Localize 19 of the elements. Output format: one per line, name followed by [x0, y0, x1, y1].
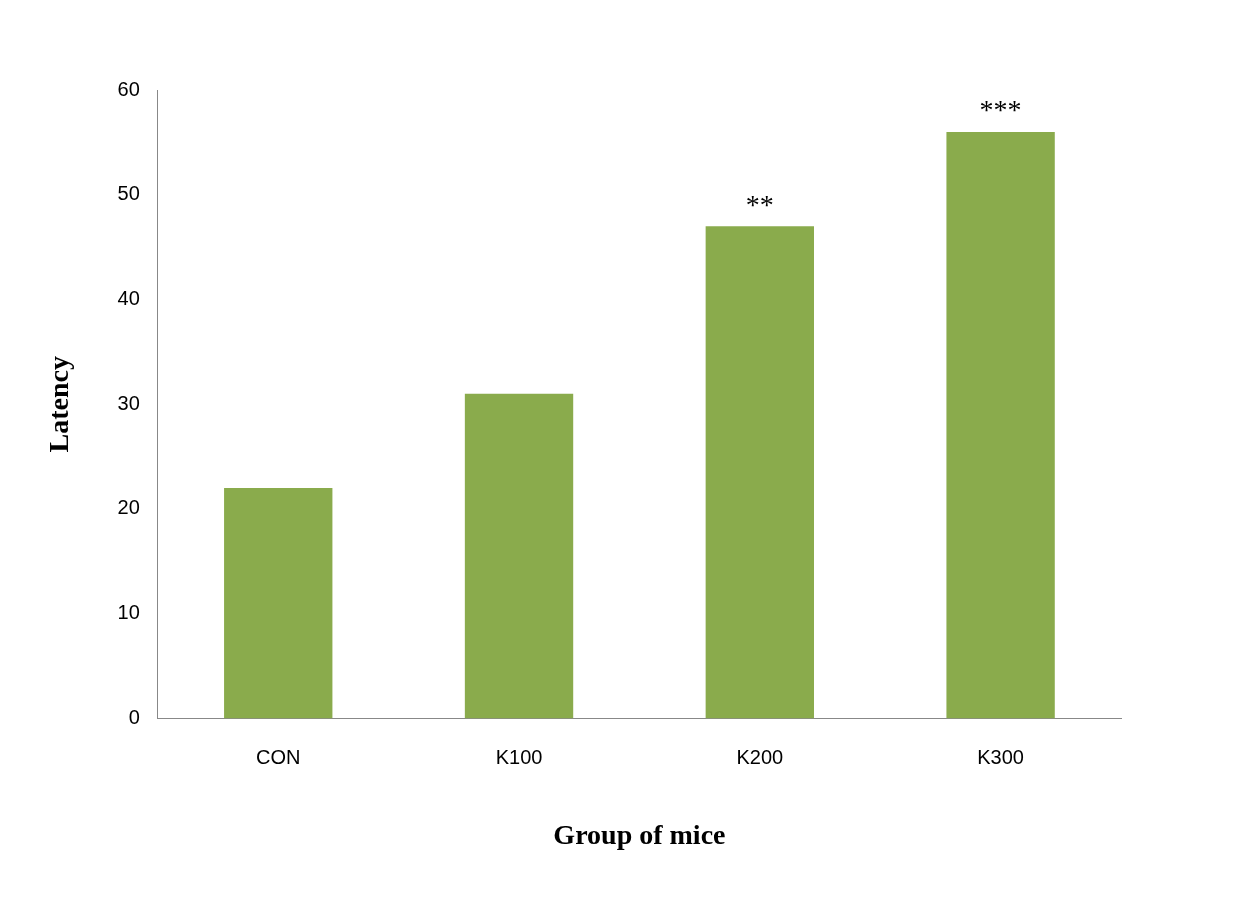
x-tick-label: K200	[736, 745, 784, 768]
annotation: **	[745, 188, 774, 220]
x-axis-title: Group of mice	[553, 819, 726, 851]
bar	[224, 487, 333, 719]
y-tick-label: 30	[117, 391, 140, 414]
annotation: ***	[979, 94, 1022, 126]
bar	[464, 393, 574, 719]
y-tick-label: 0	[128, 705, 140, 728]
bar	[946, 131, 1055, 719]
y-tick-label: 40	[117, 286, 140, 309]
y-tick-label: 10	[117, 601, 140, 624]
y-tick-label: 60	[117, 77, 140, 100]
x-tick-label: K100	[495, 745, 543, 768]
x-tick-label: K300	[977, 745, 1024, 768]
y-axis-title: Latency	[43, 355, 75, 453]
bar	[705, 226, 814, 719]
y-tick-label: 50	[117, 182, 140, 205]
x-tick-label: CON	[256, 745, 301, 768]
y-tick-label: 20	[117, 496, 140, 519]
